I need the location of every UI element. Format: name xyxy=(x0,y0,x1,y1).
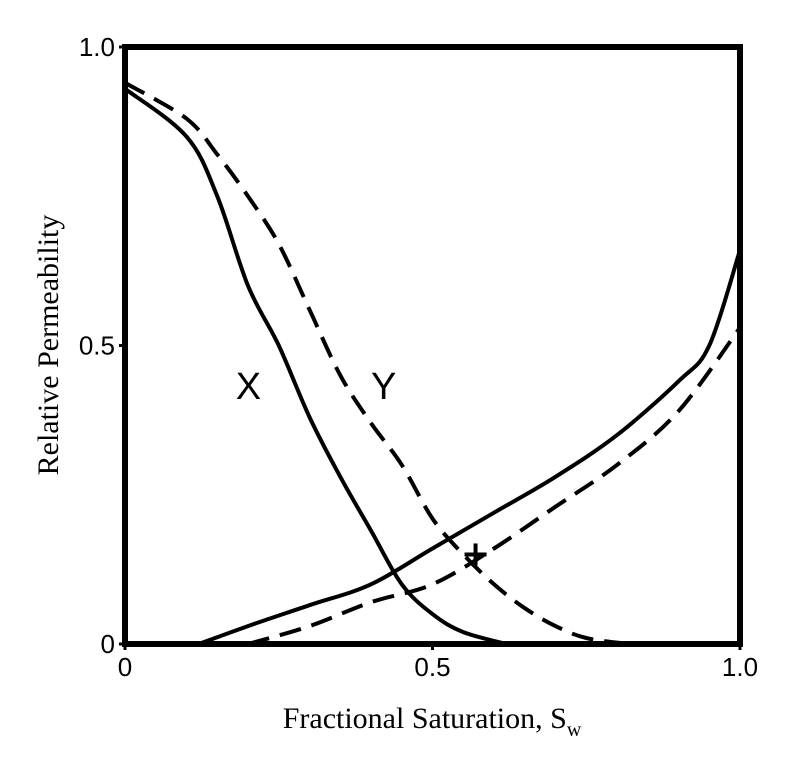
x-axis-title-subscript: w xyxy=(567,719,582,741)
series-line-4-dashed xyxy=(247,326,742,646)
curve-label-y: Y xyxy=(371,366,396,408)
curve-label-x: X xyxy=(236,366,261,408)
plot-frame xyxy=(122,44,743,647)
series-layer xyxy=(123,81,742,646)
y-tick-label: 0.5 xyxy=(79,331,115,361)
x-axis-title-main: Fractional Saturation, S xyxy=(283,702,567,735)
plus-marker xyxy=(464,543,487,566)
x-tick-label: 1.0 xyxy=(722,652,758,682)
y-axis-ticks: 0 0.5 1.0 xyxy=(79,32,125,659)
x-axis-title: Fractional Saturation, Sw xyxy=(283,702,582,741)
y-axis-title: Relative Permeability xyxy=(32,215,65,476)
x-axis-ticks: 0 0.5 1.0 xyxy=(118,644,758,682)
series-line-2-dashed xyxy=(123,81,630,646)
x-tick-label: 0 xyxy=(118,652,132,682)
y-tick-label: 0 xyxy=(101,629,115,659)
x-tick-label: 0.5 xyxy=(414,652,450,682)
series-line-1-solid xyxy=(123,87,507,646)
series-line-3-solid xyxy=(198,249,742,646)
y-tick-label: 1.0 xyxy=(79,32,115,62)
